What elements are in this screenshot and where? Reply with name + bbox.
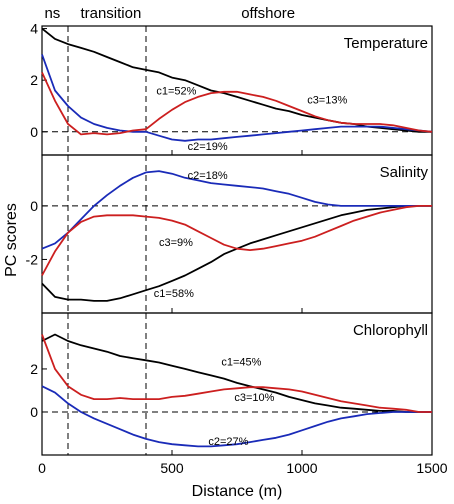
series-line-c1: [41, 333, 432, 413]
y-axis-label: PC scores: [3, 203, 20, 277]
y-tick-label: 0: [30, 404, 38, 420]
series-label-c2: c2=18%: [188, 170, 228, 182]
panel-title: Chlorophyll: [353, 322, 428, 339]
series-line-c2: [41, 54, 433, 142]
y-tick-label: -2: [26, 251, 39, 267]
x-tick-label: 0: [38, 460, 46, 476]
series-label-c2: c2=19%: [188, 141, 228, 153]
panel-salinity: 0 -2 c1=58% c2=18% c3=9% Salinity: [26, 154, 433, 314]
panel-frame: [41, 312, 433, 456]
panel-title: Salinity: [380, 164, 429, 181]
y-tick-label: 4: [30, 21, 38, 37]
panel-frame: [41, 154, 433, 314]
series-label-c1: c1=52%: [156, 86, 196, 98]
y-tick-label: 2: [30, 361, 38, 377]
x-tick-label: 500: [160, 460, 184, 476]
series-line-c3: [41, 72, 433, 136]
series-line-c2: [41, 385, 432, 448]
series-label-c1: c1=58%: [154, 288, 194, 300]
x-tick-label: 1000: [286, 460, 317, 476]
series-line-c3: [41, 334, 432, 413]
series-label-c3: c3=13%: [307, 95, 347, 107]
series-line-c1: [41, 205, 432, 302]
region-label-transition: transition: [80, 5, 141, 22]
panel-temperature: 0 2 4 c1=52% c2=19% c3=13% Temperature: [30, 21, 433, 156]
series-label-c2: c2=27%: [208, 436, 248, 448]
series-line-c2: [41, 170, 432, 250]
series-line-c3: [41, 205, 432, 276]
series-label-c3: c3=9%: [159, 237, 193, 249]
y-tick-label: 0: [30, 124, 38, 140]
x-axis-label: Distance (m): [192, 483, 283, 500]
region-label-offshore: offshore: [241, 5, 295, 22]
panel-title: Temperature: [344, 35, 428, 52]
x-tick-label: 1500: [416, 460, 447, 476]
panel-chlorophyll: 0 2 c1=45% c2=27% c3=10% Chlorophyll: [30, 312, 433, 456]
y-tick-label: 2: [30, 72, 38, 88]
y-tick-label: 0: [30, 198, 38, 214]
series-label-c3: c3=10%: [234, 392, 274, 404]
region-label-ns: ns: [44, 5, 60, 22]
series-label-c1: c1=45%: [221, 356, 261, 368]
